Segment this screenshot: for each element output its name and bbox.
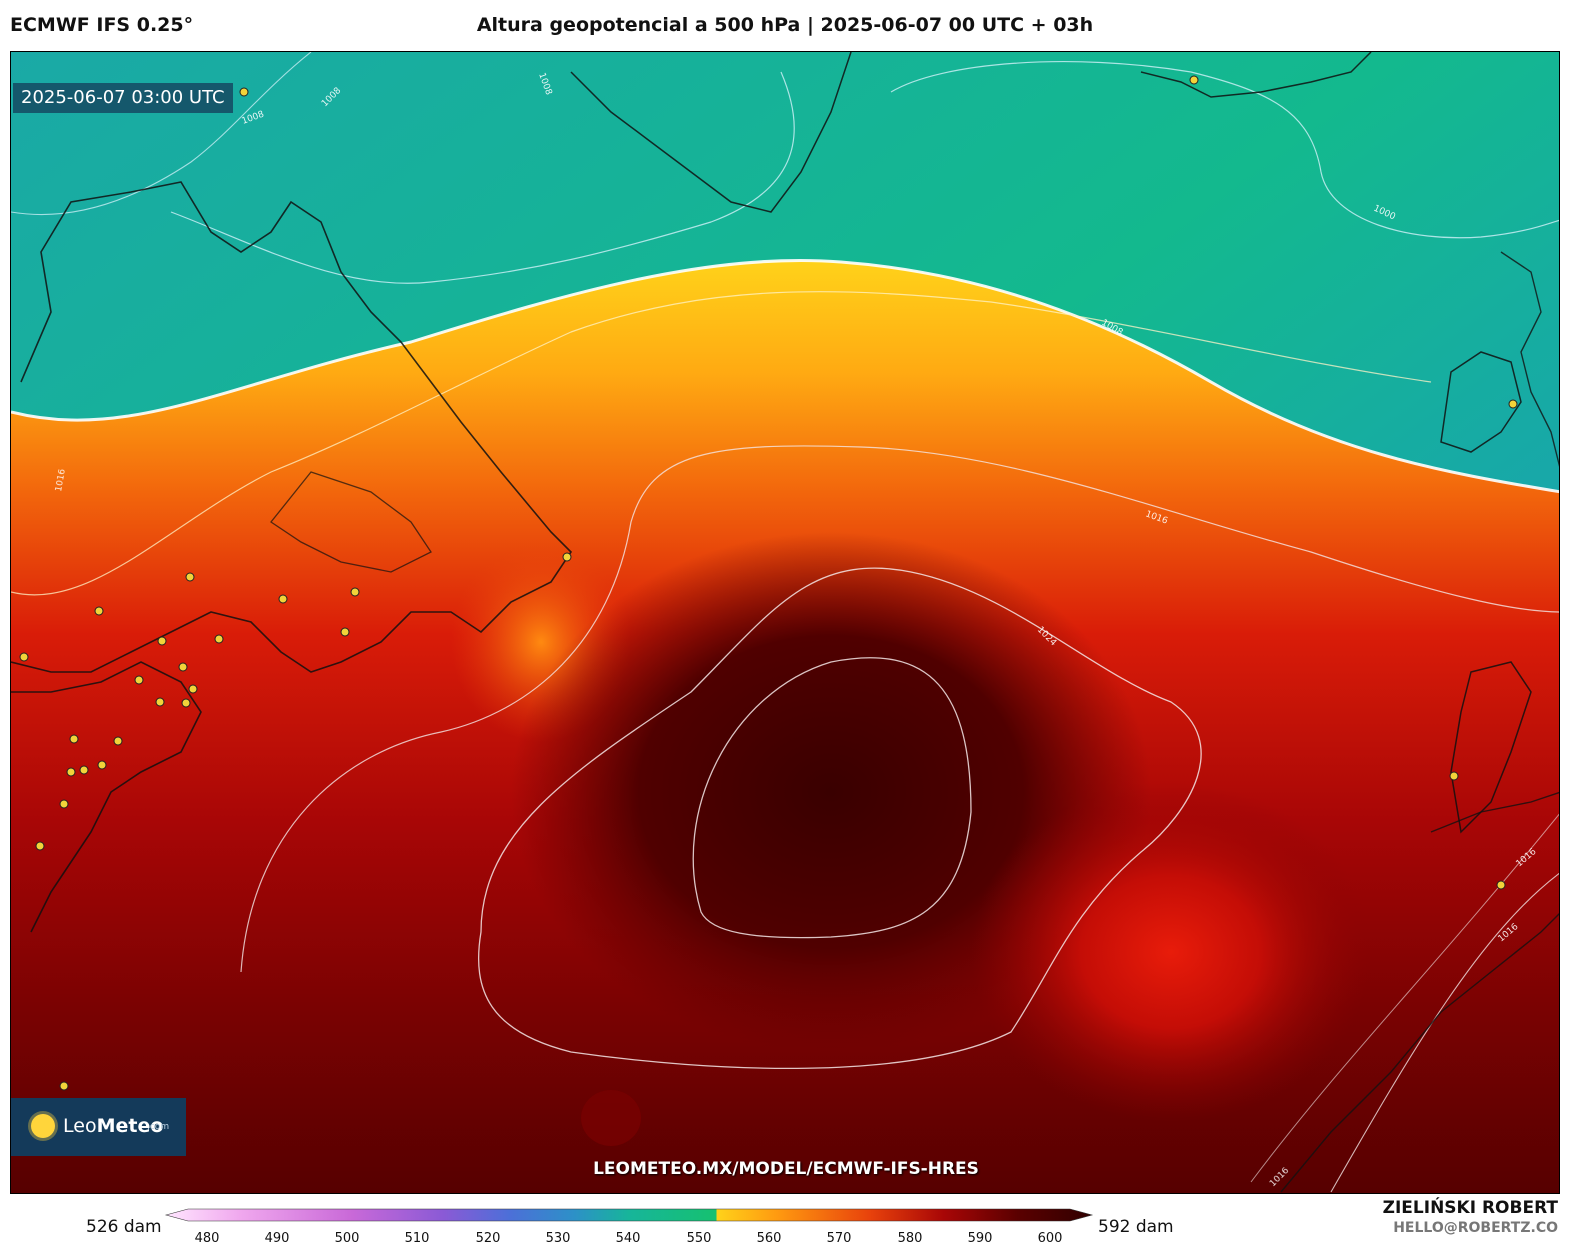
colorbar-tick: 530 (545, 1231, 571, 1246)
author-name: ZIELIŃSKI ROBERT (1382, 1198, 1558, 1218)
colorbar-tick: 550 (686, 1231, 712, 1246)
logo-wordmark: LeoMeteo (63, 1115, 164, 1137)
colorbar-tick: 540 (615, 1231, 641, 1246)
colorbar-tick: 520 (475, 1231, 501, 1246)
map-title: Altura geopotencial a 500 hPa | 2025-06-… (476, 14, 1094, 36)
colorbar-tick: 490 (264, 1231, 290, 1246)
colorbar-tick: 560 (756, 1231, 782, 1246)
leometeo-logo[interactable]: LeoMeteo .com (11, 1098, 186, 1156)
colorbar-min-label: 526 dam (86, 1217, 162, 1237)
header: ECMWF IFS 0.25° Altura geopotencial a 50… (0, 0, 1570, 50)
colorbar-tick: 590 (967, 1231, 993, 1246)
author-email[interactable]: HELLO@ROBERTZ.CO (1393, 1220, 1558, 1236)
sun-icon (31, 1114, 55, 1138)
colorbar-tick: 480 (194, 1231, 220, 1246)
map-panel: 1008 1008 1008 1000 1008 1016 1016 1024 … (10, 51, 1560, 1194)
colorbar-tick: 510 (404, 1231, 430, 1246)
logo-suffix: .com (147, 1122, 170, 1132)
source-url: LEOMETEO.MX/MODEL/ECMWF-IFS-HRES (593, 1159, 979, 1179)
isobar-label: 1016 (54, 468, 68, 493)
valid-time-label: 2025-06-07 03:00 UTC (13, 83, 233, 113)
colorbar-tick: 570 (826, 1231, 852, 1246)
geopotential-field: 1008 1008 1008 1000 1008 1016 1016 1024 … (11, 52, 1559, 1193)
model-name: ECMWF IFS 0.25° (10, 14, 194, 36)
colorbar-max-label: 592 dam (1098, 1217, 1174, 1237)
colorbar-strip (164, 1208, 1094, 1222)
colorbar-tick: 600 (1037, 1231, 1063, 1246)
colorbar-tick: 500 (334, 1231, 360, 1246)
colorbar-tick: 580 (897, 1231, 923, 1246)
colorbar: 526 dam 592 dam 480 490 (0, 1198, 1570, 1249)
colorbar-ticks: 480 490 500 510 520 530 540 550 560 570 … (0, 1231, 1570, 1249)
